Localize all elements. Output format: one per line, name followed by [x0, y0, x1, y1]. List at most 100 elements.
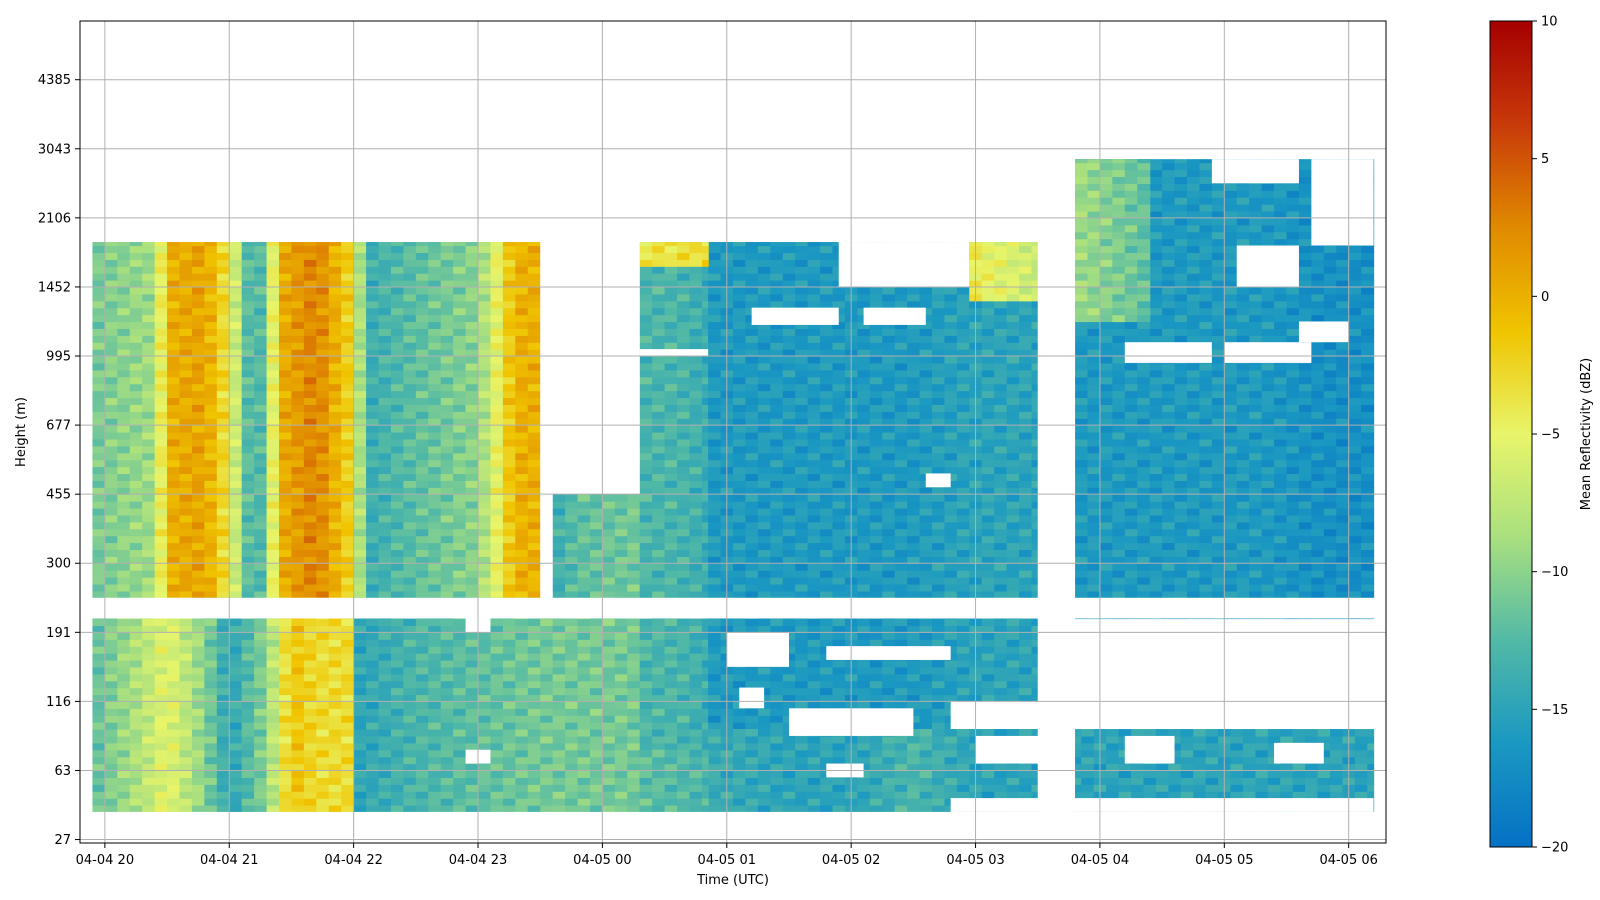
heatmap-cell — [92, 411, 106, 419]
heatmap-cell — [279, 404, 293, 412]
heatmap-cell — [857, 618, 871, 627]
heatmap-cell — [577, 521, 591, 530]
heatmap-cell — [565, 583, 579, 592]
heatmap-cell — [453, 798, 467, 806]
heatmap-cell — [857, 542, 871, 551]
heatmap-cell — [229, 390, 243, 399]
heatmap-cell — [167, 583, 181, 592]
heatmap-cell — [502, 286, 516, 295]
heatmap-cell — [366, 521, 380, 530]
heatmap-cell — [92, 466, 106, 475]
heatmap-cell — [782, 300, 796, 309]
heatmap-cell — [701, 528, 709, 537]
heatmap-cell — [129, 770, 143, 778]
heatmap-cell — [266, 397, 280, 405]
heatmap-cell — [92, 653, 106, 661]
heatmap-cell — [770, 293, 784, 302]
heatmap-cell — [154, 369, 168, 378]
heatmap-cell — [154, 397, 168, 405]
heatmap-cell — [415, 300, 429, 309]
heatmap-cell — [229, 583, 243, 592]
heatmap-cell — [502, 300, 516, 309]
heatmap-cell — [266, 507, 280, 516]
heatmap-cell — [453, 473, 467, 481]
heatmap-cell — [502, 507, 516, 516]
heatmap-cell — [689, 542, 703, 551]
heatmap-cell — [104, 749, 118, 758]
heatmap-cell — [745, 466, 759, 475]
heatmap-cell — [378, 618, 392, 627]
heatmap-cell — [291, 708, 305, 716]
heatmap-cell — [266, 618, 280, 627]
heatmap-cell — [733, 459, 747, 468]
heatmap-cell — [328, 673, 342, 682]
heatmap-cell — [552, 666, 566, 675]
heatmap-cell — [254, 563, 268, 571]
heatmap-cell — [478, 418, 492, 426]
heatmap-cell — [241, 390, 255, 399]
heatmap-cell — [328, 659, 342, 668]
heatmap-cell — [502, 501, 516, 509]
heatmap-cell — [708, 321, 722, 329]
heatmap-cell — [216, 335, 230, 343]
heatmap-cell — [428, 418, 442, 426]
heatmap-cell — [502, 342, 516, 350]
heatmap-cell — [832, 563, 846, 571]
heatmap-cell — [378, 694, 392, 702]
heatmap-cell — [602, 542, 616, 551]
heatmap-cell — [390, 266, 404, 274]
heatmap-cell — [353, 563, 367, 571]
heatmap-cell — [639, 673, 653, 682]
heatmap-cell — [664, 577, 678, 585]
heatmap-cell — [204, 300, 218, 309]
heatmap-cell — [378, 805, 392, 813]
heatmap-cell — [527, 362, 541, 371]
heatmap-cell — [191, 383, 205, 392]
heatmap-cell — [279, 376, 293, 385]
heatmap-cell — [229, 335, 243, 343]
heatmap-cell — [191, 507, 205, 516]
heatmap-cell — [733, 376, 747, 385]
heatmap-cell — [104, 397, 118, 405]
heatmap-cell — [689, 328, 703, 336]
heatmap-cell — [857, 528, 871, 537]
heatmap-cell — [179, 673, 193, 682]
heatmap-cell — [378, 756, 392, 765]
heatmap-cell — [652, 618, 666, 627]
heatmap-cell — [832, 445, 846, 454]
heatmap-cell — [129, 646, 143, 654]
heatmap-cell — [602, 673, 616, 682]
heatmap-cell — [664, 639, 678, 647]
heatmap-cell — [229, 763, 243, 772]
heatmap-cell — [652, 666, 666, 675]
heatmap-cell — [689, 742, 703, 751]
heatmap-cell — [832, 673, 846, 682]
heatmap-cell — [167, 300, 181, 309]
heatmap-cell — [745, 300, 759, 309]
heatmap-cell — [291, 570, 305, 578]
heatmap-cell — [167, 273, 181, 281]
heatmap-cell — [639, 556, 653, 564]
heatmap-cell — [515, 639, 529, 647]
heatmap-cell — [366, 749, 380, 758]
heatmap-cell — [241, 763, 255, 772]
heatmap-cell — [652, 452, 666, 461]
heatmap-cell — [795, 577, 809, 585]
heatmap-cell — [142, 680, 156, 689]
heatmap-cell — [104, 729, 118, 737]
heatmap-cell — [664, 376, 678, 385]
heatmap-cell — [129, 342, 143, 350]
heatmap-cell — [92, 245, 106, 254]
heatmap-cell — [390, 701, 404, 709]
heatmap-cell — [316, 335, 330, 343]
heatmap-cell — [807, 459, 821, 468]
heatmap-cell — [241, 701, 255, 709]
heatmap-cell — [191, 729, 205, 737]
heatmap-cell — [341, 570, 355, 578]
heatmap-cell — [403, 411, 417, 419]
heatmap-cell — [664, 411, 678, 419]
heatmap-cell — [117, 701, 131, 709]
heatmap-cell — [453, 791, 467, 799]
heatmap-cell — [390, 342, 404, 350]
heatmap-cell — [216, 252, 230, 260]
